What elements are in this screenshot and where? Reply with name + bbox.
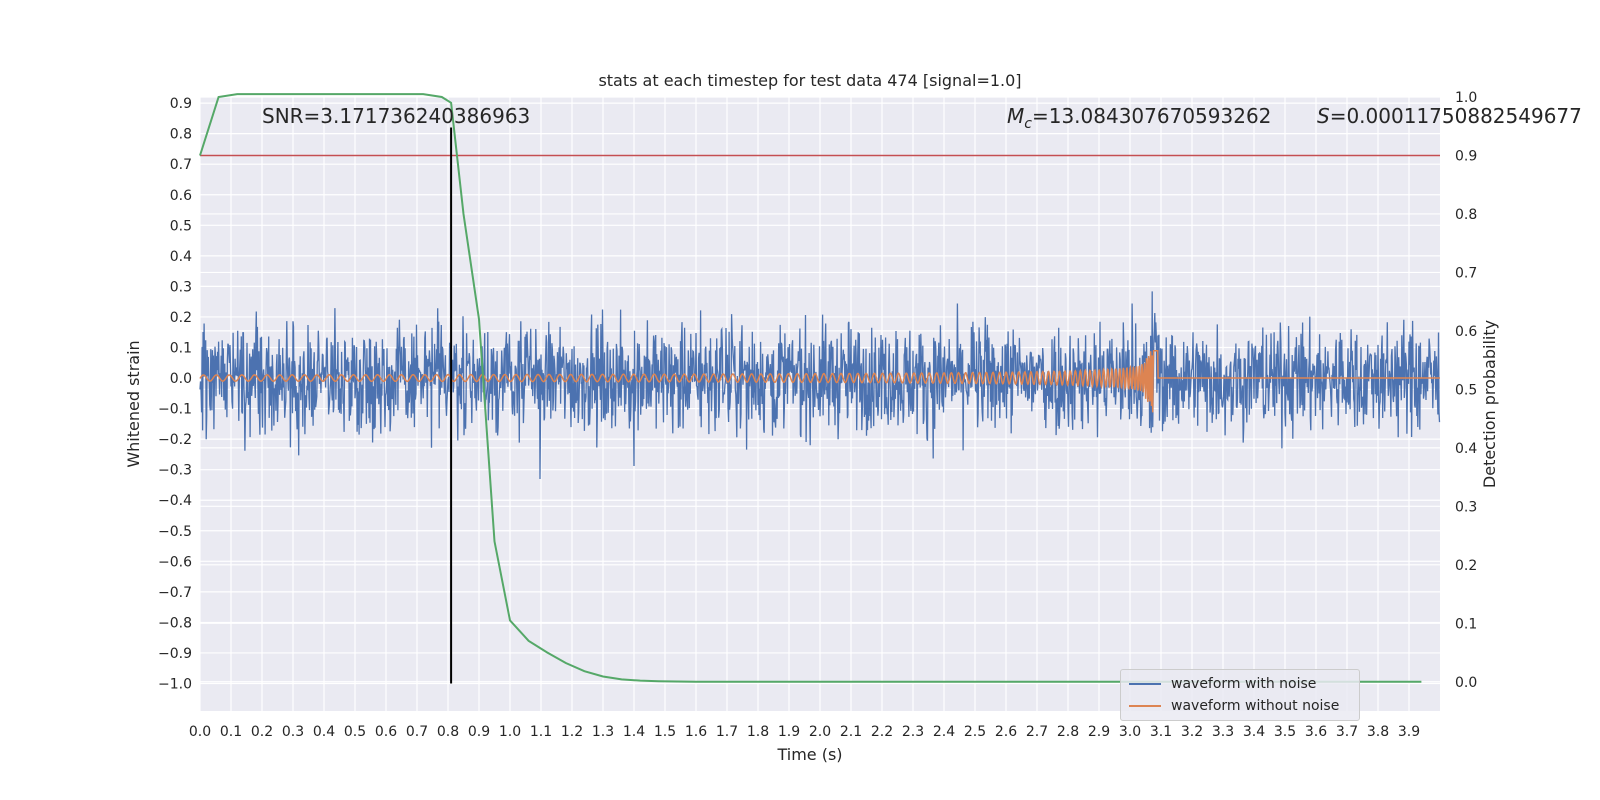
- chirp-mass-annotation: Mc=13.084307670593262: [1007, 104, 1271, 132]
- waveform-without-noise-series: [199, 350, 1440, 413]
- chirp-mass-symbol: M: [1007, 104, 1024, 128]
- x-tick-label: 1.2: [561, 724, 583, 740]
- legend-label-noisy: waveform with noise: [1171, 676, 1317, 692]
- x-tick-label: 2.2: [871, 724, 893, 740]
- x-tick-label: 0.8: [437, 724, 459, 740]
- chart-title: stats at each timestep for test data 474…: [598, 71, 1021, 90]
- y-tick-label: −0.5: [158, 524, 192, 540]
- y2-tick-label: 0.1: [1455, 616, 1477, 632]
- x-tick-label: 1.6: [685, 724, 707, 740]
- y-tick-label: 0.2: [170, 310, 192, 326]
- y2-tick-label: 0.7: [1455, 265, 1477, 281]
- s-value: =0.00011750882549677: [1330, 104, 1582, 128]
- x-tick-label: 2.6: [995, 724, 1017, 740]
- s-symbol: S: [1317, 104, 1330, 128]
- x-tick-label: 0.6: [375, 724, 397, 740]
- x-tick-label: 0.1: [220, 724, 242, 740]
- x-tick-label: 3.0: [1119, 724, 1141, 740]
- y-tick-label: 0.0: [170, 371, 192, 387]
- y-axis-label: Whitened strain: [124, 340, 143, 467]
- y-tick-label: 0.5: [170, 218, 192, 234]
- y-tick-label: −0.6: [158, 554, 192, 570]
- x-tick-label: 2.5: [964, 724, 986, 740]
- x-tick-label: 2.1: [840, 724, 862, 740]
- overlays: [199, 93, 1440, 684]
- x-tick-label: 1.9: [778, 724, 800, 740]
- y-tick-label: −0.1: [158, 402, 192, 418]
- x-tick-label: 2.9: [1088, 724, 1110, 740]
- x-tick-label: 0.2: [251, 724, 273, 740]
- x-tick-label: 0.7: [406, 724, 428, 740]
- detection-probability-line: [199, 93, 1422, 683]
- x-tick-label: 3.9: [1398, 724, 1420, 740]
- s-annotation: S=0.00011750882549677: [1317, 104, 1582, 128]
- x-tick-label: 1.3: [592, 724, 614, 740]
- x-tick-label: 2.3: [902, 724, 924, 740]
- y-tick-label: −0.7: [158, 585, 192, 601]
- x-tick-label: 3.6: [1305, 724, 1327, 740]
- x-tick-label: 0.3: [282, 724, 304, 740]
- y-tick-label: 0.6: [170, 188, 192, 204]
- x-tick-label: 1.4: [623, 724, 645, 740]
- y2-tick-label: 0.8: [1455, 207, 1477, 223]
- x-tick-label: 3.3: [1212, 724, 1234, 740]
- y2-tick-label: 0.4: [1455, 441, 1477, 457]
- x-tick-label: 0.5: [344, 724, 366, 740]
- x-tick-label: 1.5: [654, 724, 676, 740]
- axis-ticks: 0.0 0.1 0.2 0.3 0.4 0.5 0.6 0.7 0.8 0.9 1.0 1.1 1.2 1…: [158, 90, 1477, 740]
- x-tick-label: 2.7: [1026, 724, 1048, 740]
- y2-tick-label: 0.0: [1455, 675, 1477, 691]
- x-tick-label: 0.0: [189, 724, 211, 740]
- y-tick-label: 0.4: [170, 249, 192, 265]
- x-tick-label: 2.8: [1057, 724, 1079, 740]
- y2-tick-label: 0.2: [1455, 558, 1477, 574]
- legend-item-noisy: waveform with noise: [1129, 674, 1316, 694]
- x-tick-label: 3.1: [1150, 724, 1172, 740]
- x-tick-label: 2.0: [809, 724, 831, 740]
- y2-axis-label: Detection probability: [1480, 320, 1499, 488]
- y-tick-label: 0.8: [170, 127, 192, 143]
- y-tick-label: 0.7: [170, 157, 192, 173]
- legend-swatch-clean: [1129, 705, 1161, 707]
- clean-waveform-line: [199, 350, 1440, 413]
- y-tick-label: 0.3: [170, 279, 192, 295]
- y-tick-label: −0.2: [158, 432, 192, 448]
- legend: waveform with noise waveform without noi…: [1120, 669, 1360, 721]
- legend-swatch-noisy: [1129, 683, 1161, 685]
- x-tick-label: 3.7: [1336, 724, 1358, 740]
- y-tick-label: −0.4: [158, 493, 192, 509]
- y2-tick-label: 1.0: [1455, 90, 1477, 106]
- grid: [199, 96, 1440, 711]
- y-tick-label: −0.8: [158, 615, 192, 631]
- x-tick-label: 3.4: [1243, 724, 1265, 740]
- y-tick-label: −0.3: [158, 463, 192, 479]
- x-tick-label: 3.2: [1181, 724, 1203, 740]
- x-tick-label: 0.4: [313, 724, 335, 740]
- y-tick-label: 0.1: [170, 340, 192, 356]
- snr-annotation: SNR=3.171736240386963: [262, 104, 530, 128]
- chirp-mass-subscript: c: [1024, 116, 1032, 132]
- y2-tick-label: 0.3: [1455, 499, 1477, 515]
- x-tick-label: 1.1: [530, 724, 552, 740]
- chirp-mass-value: =13.084307670593262: [1032, 104, 1271, 128]
- x-tick-label: 3.8: [1367, 724, 1389, 740]
- y2-tick-label: 0.5: [1455, 382, 1477, 398]
- x-tick-label: 1.0: [499, 724, 521, 740]
- x-tick-label: 3.5: [1274, 724, 1296, 740]
- x-axis-label: Time (s): [776, 745, 842, 764]
- x-tick-label: 0.9: [468, 724, 490, 740]
- x-tick-label: 2.4: [933, 724, 955, 740]
- legend-item-clean: waveform without noise: [1129, 696, 1339, 716]
- y-tick-label: 0.9: [170, 96, 192, 112]
- x-tick-label: 1.8: [747, 724, 769, 740]
- x-tick-label: 1.7: [716, 724, 738, 740]
- y2-tick-label: 0.9: [1455, 148, 1477, 164]
- y2-tick-label: 0.6: [1455, 324, 1477, 340]
- legend-label-clean: waveform without noise: [1171, 698, 1340, 714]
- y-tick-label: −1.0: [158, 677, 192, 693]
- y-tick-label: −0.9: [158, 646, 192, 662]
